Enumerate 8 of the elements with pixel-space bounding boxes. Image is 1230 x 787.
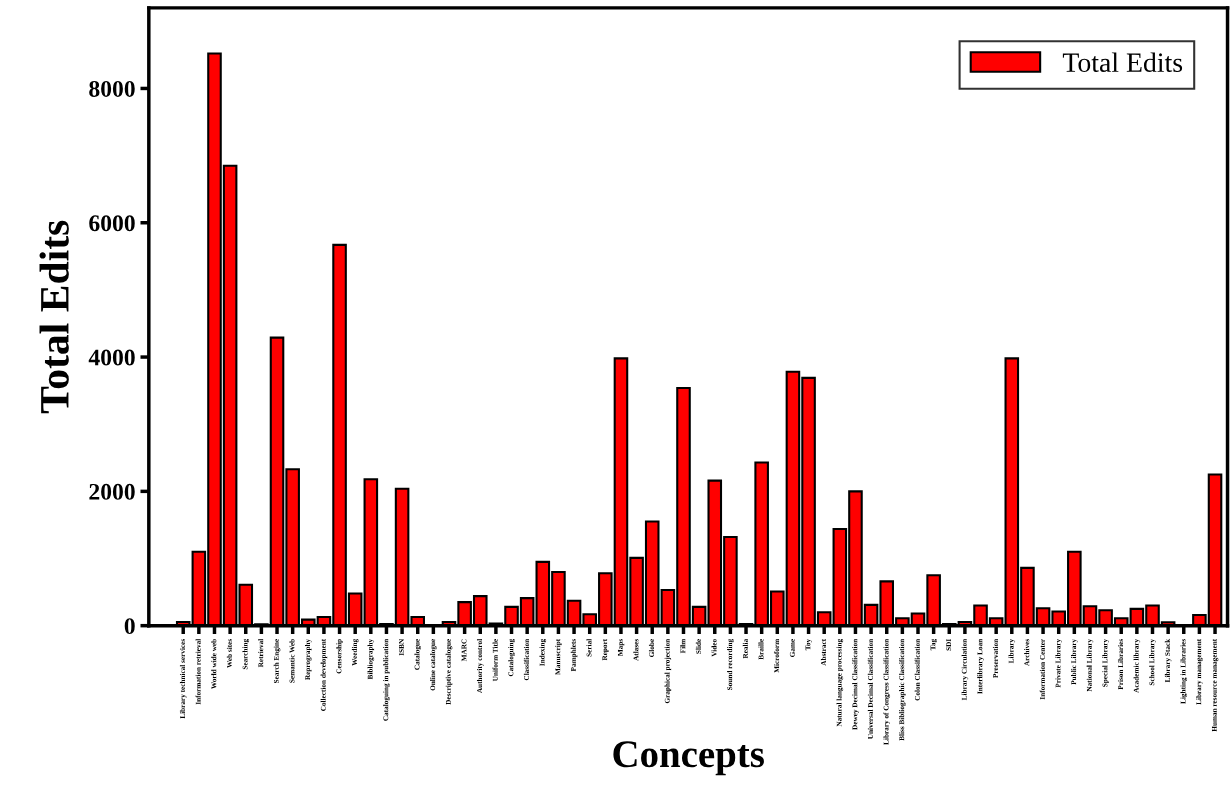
y-tick-label: 8000 <box>89 80 135 97</box>
y-tick-label: 0 <box>124 618 135 635</box>
y-tick-label: 2000 <box>89 483 135 500</box>
y-tick-label: 6000 <box>89 215 135 232</box>
y-tick-label: 4000 <box>88 349 135 366</box>
x-axis-title: Concepts <box>613 741 764 776</box>
y-axis-title: Total Edits <box>39 220 69 414</box>
legend-label: Total Edits <box>1062 52 1183 73</box>
